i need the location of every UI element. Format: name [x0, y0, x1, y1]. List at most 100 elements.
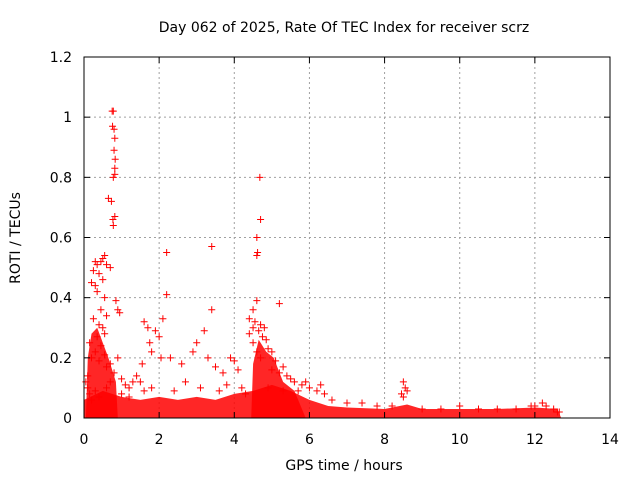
- data-point: [148, 384, 156, 392]
- data-point: [343, 399, 351, 407]
- data-point: [245, 315, 253, 323]
- data-point: [116, 309, 124, 317]
- data-point: [437, 405, 445, 413]
- data-point: [118, 390, 126, 398]
- dense-band: [85, 327, 118, 418]
- data-point: [111, 170, 119, 178]
- data-point: [262, 336, 270, 344]
- data-point: [136, 378, 144, 386]
- data-point: [251, 318, 259, 326]
- data-point: [103, 261, 111, 269]
- data-point: [93, 288, 101, 296]
- data-point: [475, 405, 482, 413]
- data-point: [189, 348, 197, 356]
- data-point: [279, 387, 287, 395]
- data-point: [258, 333, 266, 341]
- data-point: [290, 378, 298, 386]
- data-point: [140, 318, 148, 326]
- data-point: [84, 384, 92, 392]
- chart-title: Day 062 of 2025, Rate Of TEC Index for r…: [159, 20, 529, 36]
- data-point: [99, 324, 107, 332]
- data-point: [317, 381, 325, 389]
- data-point: [264, 345, 272, 353]
- data-point: [118, 375, 126, 383]
- data-point: [388, 402, 396, 410]
- data-point: [193, 339, 201, 347]
- data-point: [170, 387, 178, 395]
- data-point: [257, 321, 265, 329]
- data-point: [106, 378, 114, 386]
- data-point: [163, 249, 171, 257]
- data-point: [97, 342, 105, 350]
- x-axis-ticks: 0 2 4 6 8 10 12 14: [80, 57, 619, 448]
- data-point: [178, 360, 186, 368]
- data-point: [208, 306, 216, 314]
- data-point: [103, 363, 111, 371]
- data-point: [110, 125, 118, 133]
- dense-data-bands: [84, 327, 562, 418]
- data-point: [181, 378, 189, 386]
- data-points: [82, 107, 563, 416]
- data-point: [257, 215, 265, 223]
- plot-frame: [83, 56, 611, 419]
- data-point: [542, 402, 550, 410]
- data-point: [166, 354, 174, 362]
- grid: [84, 57, 610, 418]
- x-tick-label: 14: [601, 432, 619, 448]
- data-point: [287, 375, 295, 383]
- data-point: [97, 306, 105, 314]
- data-point: [512, 405, 520, 413]
- x-tick-label: 8: [380, 432, 389, 448]
- data-point: [418, 405, 426, 413]
- data-point: [159, 315, 167, 323]
- data-point: [493, 405, 501, 413]
- data-point: [227, 354, 235, 362]
- y-tick-label: 0.8: [50, 170, 72, 186]
- data-point: [91, 387, 99, 395]
- data-point: [144, 324, 152, 332]
- dense-band: [84, 384, 562, 418]
- data-point: [200, 327, 208, 335]
- data-point: [157, 354, 165, 362]
- data-point: [101, 351, 109, 359]
- data-point: [358, 399, 366, 407]
- data-point: [110, 369, 118, 377]
- data-point: [95, 270, 103, 278]
- data-point: [294, 387, 302, 395]
- x-tick-label: 4: [230, 432, 239, 448]
- data-point: [91, 348, 99, 356]
- data-point: [242, 390, 250, 398]
- data-point: [86, 339, 94, 347]
- data-point: [219, 369, 227, 377]
- data-point: [550, 405, 558, 413]
- data-point: [125, 393, 133, 401]
- data-point: [114, 354, 122, 362]
- y-tick-label: 0.4: [50, 291, 72, 307]
- data-point: [91, 258, 99, 266]
- data-point: [163, 291, 171, 299]
- data-point: [95, 393, 103, 401]
- data-point: [121, 381, 129, 389]
- data-point: [196, 384, 204, 392]
- data-point: [399, 378, 407, 386]
- data-point: [155, 333, 163, 341]
- data-point: [215, 387, 223, 395]
- y-tick-label: 0: [63, 411, 72, 427]
- data-point: [109, 215, 117, 223]
- data-point: [272, 357, 280, 365]
- data-point: [264, 384, 272, 392]
- data-point: [91, 282, 99, 290]
- data-point: [328, 396, 336, 404]
- x-tick-label: 12: [526, 432, 544, 448]
- data-point: [249, 324, 257, 332]
- y-axis-label: ROTI / TECUs: [8, 192, 24, 284]
- data-point: [109, 221, 117, 229]
- x-axis-label: GPS time / hours: [285, 458, 402, 474]
- data-point: [133, 372, 141, 380]
- data-point: [99, 276, 107, 284]
- data-point: [109, 107, 117, 115]
- data-point: [253, 234, 261, 241]
- data-point: [111, 164, 119, 172]
- data-point: [208, 243, 216, 251]
- data-point: [109, 173, 117, 181]
